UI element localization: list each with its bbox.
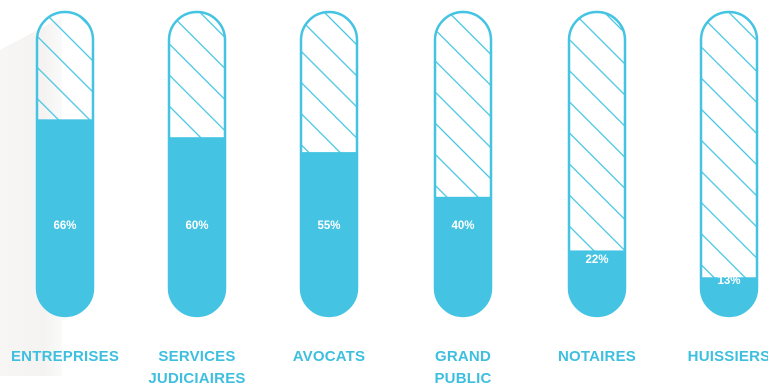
tube-3: 55%	[299, 10, 359, 318]
value-label-6: 13%	[717, 275, 740, 287]
value-label-5: 22%	[585, 254, 608, 266]
value-label-2: 60%	[185, 220, 208, 232]
category-label-2: SERVICES JUDICIAIRES	[148, 348, 246, 387]
tube-2: 60%	[167, 10, 227, 318]
tube-6: 13%	[699, 10, 759, 318]
category-label-3: AVOCATS	[292, 348, 366, 365]
tube-outline-4	[433, 10, 493, 318]
bar-fill-2	[169, 137, 225, 316]
bar-fill-4	[435, 196, 491, 316]
category-label-1: ENTREPRISES	[10, 348, 120, 365]
tube-4: 40%	[433, 10, 493, 318]
tube-outline-6	[699, 10, 759, 318]
bar-fill-5	[569, 250, 625, 316]
category-label-4: GRAND PUBLIC	[434, 348, 492, 387]
tube-outline-1	[35, 10, 95, 318]
tube-outline-2	[167, 10, 227, 318]
tube-outline-3	[299, 10, 359, 318]
category-label-5: NOTAIRES	[558, 348, 636, 365]
bar-fill-1	[37, 119, 93, 316]
value-label-3: 55%	[317, 220, 340, 232]
tube-bar-chart: 66% 60% 55% 40% 22% 13%	[35, 10, 759, 318]
value-label-4: 40%	[451, 220, 474, 232]
value-label-1: 66%	[53, 220, 76, 232]
tube-outline-5	[567, 10, 627, 318]
bar-fill-3	[301, 152, 357, 316]
tube-5: 22%	[567, 10, 627, 318]
tube-1: 66%	[35, 10, 95, 318]
tube-hatch-6	[701, 12, 757, 316]
category-label-6: HUISSIERS	[687, 348, 768, 365]
